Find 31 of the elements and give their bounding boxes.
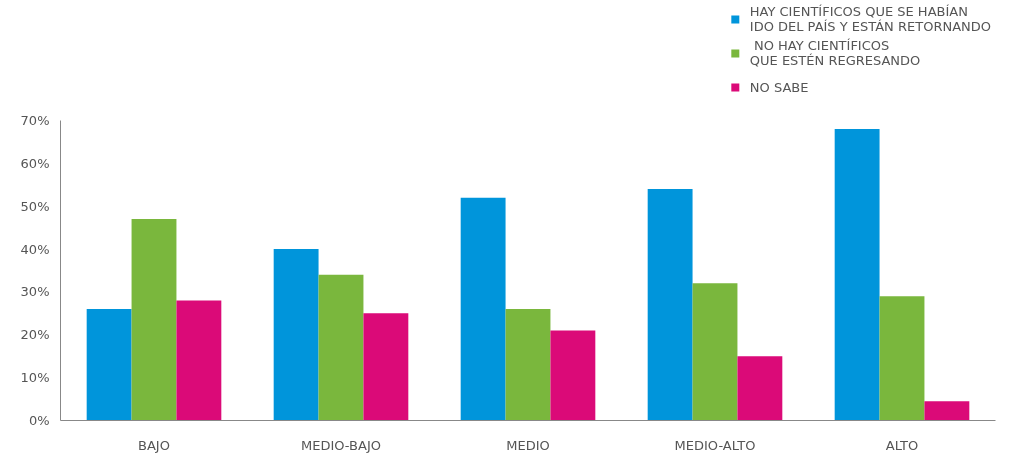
y-tick-label: 0% [28,413,50,428]
y-tick-label: 20% [20,327,50,343]
x-tick-label: MEDIO [506,437,550,453]
bar [834,129,880,421]
bar [460,197,506,421]
x-tick-label: ALTO [885,437,919,453]
bar [879,296,925,421]
y-tick-label: 70% [20,113,50,128]
y-tick-label: 30% [20,284,50,300]
x-tick-label: BAJO [138,437,170,453]
y-tick-label: 10% [20,370,50,386]
bar [131,219,177,421]
bar [505,309,551,421]
legend-label: NO SABE [749,78,809,97]
bar [363,313,409,421]
bar [924,401,970,421]
x-tick-label: MEDIO-BAJO [301,437,381,453]
bar [86,309,132,421]
bar [737,356,783,421]
y-tick-label: 60% [20,155,50,171]
bar [647,189,693,421]
legend-label: NO HAY CIENTÍFICOS QUE ESTÉN REGRESANDO [749,38,921,68]
legend-label: HAY CIENTÍFICOS QUE SE HABÍAN IDO DEL PAÍS Y ESTÁN RETORNANDO [749,4,991,34]
y-tick-label: 40% [20,241,50,257]
bar [176,300,222,421]
bar [273,249,319,421]
bar [318,274,364,421]
x-tick-label: MEDIO-ALTO [674,437,756,453]
bar [692,283,738,421]
y-tick-label: 50% [20,198,50,214]
bar [550,330,596,421]
